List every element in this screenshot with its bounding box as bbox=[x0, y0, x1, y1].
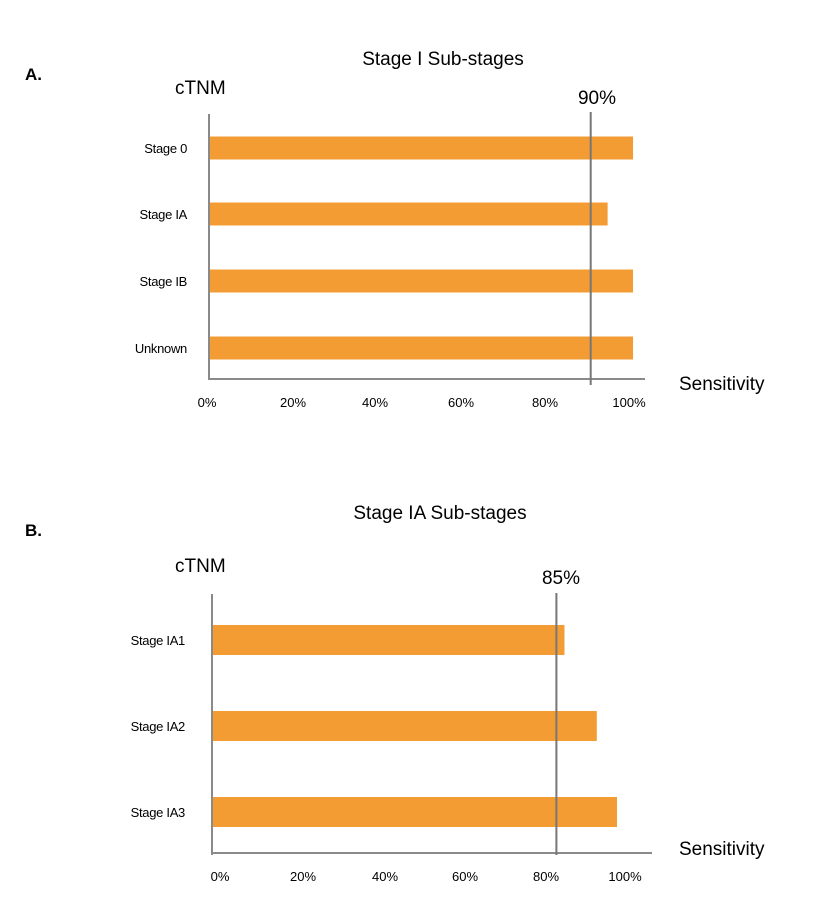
chart-a-bar-3 bbox=[210, 269, 633, 293]
chart-b-tick-label-2: 20% bbox=[290, 869, 316, 884]
panel-label-b: B. bbox=[25, 521, 42, 540]
chart-a-bar-1 bbox=[210, 136, 633, 160]
chart-b-tick-label-6: 100% bbox=[608, 869, 642, 884]
panel-label-a: A. bbox=[25, 65, 42, 84]
chart-a: A. Stage I Sub-stages cTNM Sensitivity 9… bbox=[25, 49, 765, 410]
chart-b-tick-label-1: 0% bbox=[211, 869, 230, 884]
chart-b-bars bbox=[213, 625, 617, 827]
chart-b-category-labels: Stage IA1 Stage IA2 Stage IA3 bbox=[131, 633, 186, 820]
chart-a-tick-label-2: 20% bbox=[280, 395, 306, 410]
chart-b: B. Stage IA Sub-stages cTNM Sensitivity … bbox=[25, 503, 765, 884]
chart-b-y-axis-label: cTNM bbox=[175, 556, 226, 577]
chart-b-x-axis-label: Sensitivity bbox=[679, 839, 765, 860]
chart-a-category-label-3: Stage IB bbox=[140, 274, 187, 289]
chart-a-bar-4 bbox=[210, 336, 633, 360]
chart-a-reference-label: 90% bbox=[578, 88, 616, 109]
chart-b-reference-label: 85% bbox=[542, 568, 580, 589]
chart-a-title: Stage I Sub-stages bbox=[362, 49, 524, 70]
chart-b-bar-2 bbox=[213, 711, 597, 741]
chart-b-tick-label-5: 80% bbox=[533, 869, 559, 884]
chart-a-category-label-1: Stage 0 bbox=[144, 141, 187, 156]
chart-b-tick-label-4: 60% bbox=[452, 869, 478, 884]
chart-a-category-label-4: Unknown bbox=[135, 341, 187, 356]
chart-a-bar-2 bbox=[210, 202, 608, 226]
chart-b-bar-1 bbox=[213, 625, 565, 655]
chart-a-category-label-2: Stage IA bbox=[140, 207, 188, 222]
chart-a-x-axis-label: Sensitivity bbox=[679, 374, 765, 395]
chart-b-title: Stage IA Sub-stages bbox=[353, 503, 526, 524]
chart-b-category-label-1: Stage IA1 bbox=[131, 633, 185, 648]
chart-b-category-label-3: Stage IA3 bbox=[131, 805, 185, 820]
chart-b-tick-label-3: 40% bbox=[372, 869, 398, 884]
chart-a-tick-label-5: 80% bbox=[532, 395, 558, 410]
chart-a-tick-label-3: 40% bbox=[362, 395, 388, 410]
chart-a-y-axis-label: cTNM bbox=[175, 78, 226, 99]
chart-b-tick-labels: 0% 20% 40% 60% 80% 100% bbox=[211, 869, 642, 884]
chart-a-bars bbox=[210, 136, 633, 360]
chart-a-tick-labels: 0% 20% 40% 60% 80% 100% bbox=[198, 395, 646, 410]
chart-a-tick-label-4: 60% bbox=[448, 395, 474, 410]
chart-a-tick-label-6: 100% bbox=[612, 395, 646, 410]
chart-a-category-labels: Stage 0 Stage IA Stage IB Unknown bbox=[135, 141, 188, 356]
chart-a-tick-label-1: 0% bbox=[198, 395, 217, 410]
chart-b-bar-3 bbox=[213, 797, 617, 827]
chart-b-category-label-2: Stage IA2 bbox=[131, 719, 185, 734]
